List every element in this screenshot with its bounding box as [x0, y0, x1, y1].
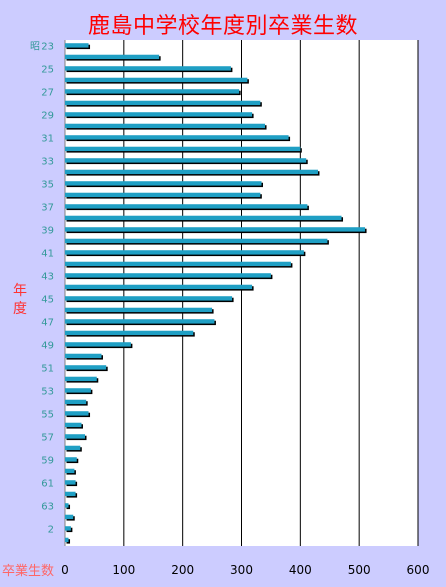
y-tick-label: 57: [41, 432, 54, 443]
bar: [65, 181, 262, 186]
bar: [65, 307, 213, 313]
bar: [65, 112, 253, 117]
x-tick-label: 400: [289, 563, 312, 577]
bar: [65, 422, 82, 428]
bar: [65, 468, 75, 474]
bar: [65, 284, 253, 290]
y-tick-label: 39: [41, 225, 54, 236]
bar: [65, 261, 291, 267]
bar: [65, 342, 131, 347]
bar: [65, 100, 261, 106]
y-tick-label: 27: [41, 87, 54, 98]
bar: [65, 158, 307, 163]
bar: [65, 204, 308, 209]
bar: [65, 123, 266, 129]
bar: [65, 250, 304, 255]
y-tick-label: 43: [41, 271, 54, 282]
bar: [65, 526, 71, 531]
y-tick-label: 61: [41, 478, 54, 489]
bar: [65, 399, 87, 405]
bar: [65, 411, 89, 416]
y-tick-label: 29: [41, 110, 54, 121]
bar: [65, 376, 97, 382]
bar: [65, 330, 194, 336]
bar: [65, 514, 74, 520]
bar: [65, 388, 91, 393]
chart-title: 鹿島中学校年度別卒業生数: [87, 14, 358, 39]
bar: [65, 480, 76, 485]
bar: [65, 457, 77, 462]
y-tick-label: 33: [41, 156, 54, 167]
y-tick-label: 25: [41, 64, 54, 75]
bar: [65, 365, 107, 370]
x-axis-title: 卒業生数: [2, 564, 55, 579]
bar: [65, 238, 328, 244]
bar: [65, 503, 69, 508]
x-tick-label: 0: [61, 563, 69, 577]
y-tick-label: 59: [41, 455, 54, 466]
bar: [65, 54, 160, 60]
y-axis-title: 年度: [13, 283, 27, 317]
bar: [65, 296, 233, 301]
y-tick-label: 63: [41, 501, 54, 512]
bar: [65, 215, 342, 221]
x-tick-label: 100: [112, 563, 135, 577]
bar: [65, 66, 231, 71]
bar: [65, 537, 69, 543]
y-tick-label: 49: [41, 340, 54, 351]
bar: [65, 445, 81, 451]
x-tick-label: 600: [407, 563, 430, 577]
bar: [65, 273, 271, 278]
era-marker: 昭: [30, 40, 40, 52]
bar: [65, 434, 86, 439]
y-tick-label: 35: [41, 179, 54, 190]
x-tick-label: 300: [230, 563, 253, 577]
y-tick-label: 53: [41, 386, 54, 397]
y-tick-label: 51: [41, 363, 54, 374]
bar: [65, 227, 366, 232]
y-tick-label: 41: [41, 248, 54, 259]
y-tick-label: 31: [41, 133, 54, 144]
bar: [65, 353, 102, 359]
bar: [65, 169, 318, 175]
y-tick-label: 2: [48, 524, 54, 535]
y-tick-label: 45: [41, 294, 54, 305]
x-tick-label: 200: [171, 563, 194, 577]
bar: [65, 135, 289, 140]
bar: [65, 192, 261, 198]
x-tick-label: 500: [348, 563, 371, 577]
bar: [65, 319, 215, 324]
y-tick-label: 47: [41, 317, 54, 328]
bar: [65, 491, 76, 497]
bar: [65, 89, 240, 94]
bar: [65, 77, 248, 83]
y-tick-label: 55: [41, 409, 54, 420]
y-tick-label: 37: [41, 202, 54, 213]
y-tick-label: 23: [41, 41, 54, 52]
bar: [65, 146, 301, 152]
bar: [65, 43, 89, 48]
